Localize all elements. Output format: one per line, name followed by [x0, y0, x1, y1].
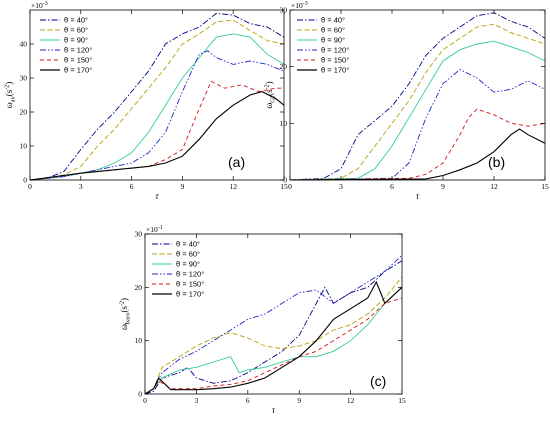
- x-tick-label: 6: [246, 396, 250, 405]
- series-line: [29, 19, 285, 181]
- y-axis-label: ωav(s-2): [4, 82, 17, 109]
- legend-label: θ = 170°: [176, 290, 204, 299]
- series-line: [289, 12, 546, 181]
- x-tick-label: 0: [143, 396, 147, 405]
- series-line: [289, 23, 546, 181]
- panel-label: (c): [370, 373, 386, 389]
- legend-label: θ = 150°: [176, 280, 204, 289]
- x-tick-label: 9: [441, 182, 445, 191]
- plot-frame: [289, 9, 546, 181]
- series-line: [144, 254, 403, 395]
- panel-label: (b): [488, 154, 505, 170]
- x-tick-label: 12: [490, 182, 498, 191]
- y-tick-label: 10: [280, 119, 288, 128]
- y-axis-label: ωbaro(s-2): [119, 298, 132, 330]
- y-tick-label: 0: [138, 390, 142, 399]
- legend-label: θ = 90°: [321, 36, 345, 45]
- y-tick-label: 20: [280, 62, 288, 71]
- x-tick-label: 15: [280, 182, 288, 191]
- x-tick-label: 6: [390, 182, 394, 191]
- legend-label: θ = 60°: [176, 250, 200, 259]
- y-tick-label: 30: [20, 74, 28, 83]
- x-tick-label: 9: [181, 182, 185, 191]
- x-tick-label: 3: [79, 182, 83, 191]
- x-tick-label: 3: [339, 182, 343, 191]
- series-line: [289, 128, 546, 181]
- y-tick-label: 20: [20, 108, 28, 117]
- legend: θ = 40°θ = 60°θ = 90°θ = 120°θ = 150°θ =…: [297, 16, 349, 75]
- legend-label: θ = 120°: [176, 270, 204, 279]
- legend-label: θ = 90°: [176, 260, 200, 269]
- series-line: [29, 91, 285, 181]
- y-tick-label: 0: [283, 176, 287, 185]
- legend-label: θ = 60°: [321, 26, 345, 35]
- legend-label: θ = 60°: [64, 26, 88, 35]
- series-line: [144, 286, 403, 395]
- series-line: [144, 280, 403, 395]
- series-line: [144, 297, 403, 395]
- series-line: [144, 276, 403, 395]
- axis-scale-multiplier: ×10-3: [31, 1, 48, 10]
- legend-label: θ = 150°: [64, 56, 92, 65]
- plot-frame: [29, 9, 285, 181]
- legend-label: θ = 40°: [321, 16, 345, 25]
- x-axis-label: τ: [272, 405, 276, 415]
- legend-label: θ = 120°: [64, 46, 92, 55]
- y-tick-label: 40: [20, 40, 28, 49]
- legend-label: θ = 40°: [176, 240, 200, 249]
- axis-scale-multiplier: ×10-3: [291, 1, 308, 10]
- y-tick-label: 30: [135, 230, 143, 239]
- axis-scale-multiplier: ×10-1: [146, 225, 163, 234]
- legend-label: θ = 40°: [64, 16, 88, 25]
- y-axis-label: ωGI(s-2): [264, 81, 277, 108]
- y-tick-label: 30: [280, 6, 288, 15]
- series-group: [144, 254, 403, 395]
- series-line: [289, 68, 546, 181]
- series-line: [144, 260, 403, 395]
- series-group: [29, 12, 285, 181]
- x-tick-label: 0: [288, 182, 292, 191]
- y-tick-label: 0: [23, 176, 27, 185]
- series-line: [289, 40, 546, 181]
- plot-frame: [144, 233, 403, 395]
- x-tick-label: 9: [297, 396, 301, 405]
- x-axis-label: τ: [416, 191, 420, 201]
- x-tick-label: 0: [28, 182, 32, 191]
- series-line: [29, 12, 285, 181]
- x-tick-label: 6: [130, 182, 134, 191]
- x-tick-label: 12: [347, 396, 355, 405]
- legend-label: θ = 170°: [64, 66, 92, 75]
- x-axis-label: τ: [155, 191, 159, 201]
- x-tick-label: 12: [229, 182, 237, 191]
- series-group: [289, 12, 546, 181]
- x-tick-label: 15: [541, 182, 549, 191]
- panel-label: (a): [228, 154, 245, 170]
- series-line: [289, 108, 546, 181]
- series-line: [29, 50, 285, 181]
- x-tick-label: 15: [398, 396, 406, 405]
- legend-label: θ = 120°: [321, 46, 349, 55]
- y-tick-label: 20: [135, 283, 143, 292]
- y-tick-label: 10: [20, 142, 28, 151]
- legend-label: θ = 90°: [64, 36, 88, 45]
- legend-label: θ = 150°: [321, 56, 349, 65]
- legend: θ = 40°θ = 60°θ = 90°θ = 120°θ = 150°θ =…: [152, 240, 204, 299]
- x-tick-label: 3: [195, 396, 199, 405]
- legend: θ = 40°θ = 60°θ = 90°θ = 120°θ = 150°θ =…: [40, 16, 92, 75]
- legend-label: θ = 170°: [321, 66, 349, 75]
- y-tick-label: 10: [135, 336, 143, 345]
